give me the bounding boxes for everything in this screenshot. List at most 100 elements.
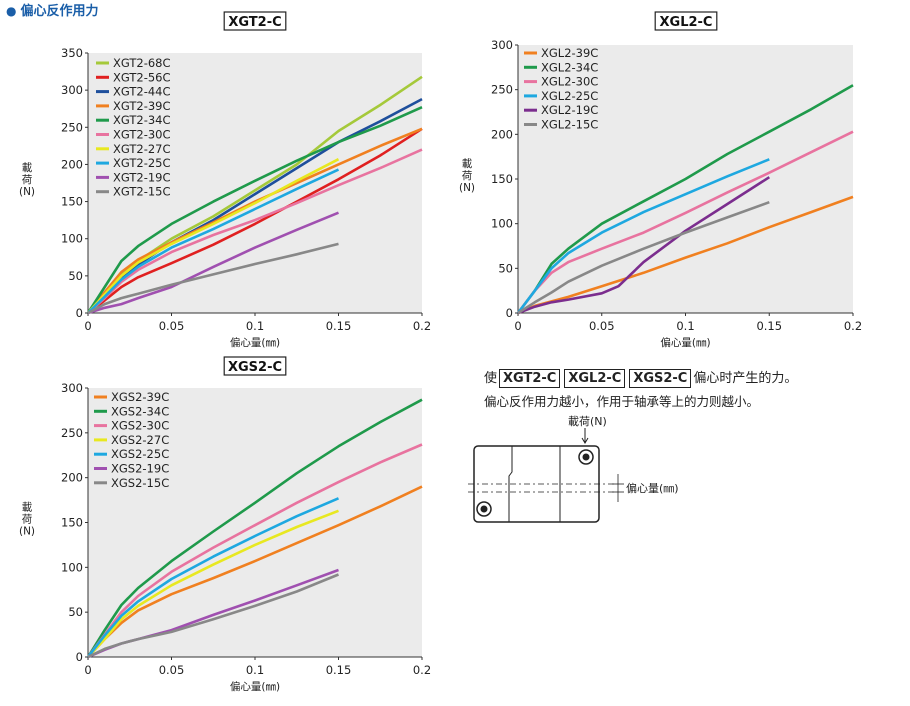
series-line-xgt2-27c bbox=[87, 158, 340, 314]
chart-title: XGS2-C bbox=[228, 360, 282, 375]
y-tick-label: 150 bbox=[491, 172, 513, 186]
x-tick-label: 0.05 bbox=[159, 663, 185, 677]
y-tick-label: 200 bbox=[61, 157, 83, 171]
legend-label: XGT2-15C bbox=[113, 185, 171, 199]
y-tick-label: 250 bbox=[61, 120, 83, 134]
y-tick-label: 200 bbox=[61, 471, 83, 485]
legend-label: XGT2-44C bbox=[113, 85, 171, 99]
y-tick-label: 300 bbox=[491, 38, 513, 52]
series-line-xgl2-15c bbox=[517, 200, 770, 315]
x-tick-label: 0.15 bbox=[326, 663, 352, 677]
series-line-xgs2-30c bbox=[86, 443, 423, 658]
legend-label: XGL2-30C bbox=[541, 75, 598, 89]
chart-1: XGL2-C 0 50 100 150 200 250 300 0 0.05 0.1 0.15 0.2 偏… bbox=[459, 11, 862, 349]
note-prefix: 使 bbox=[484, 371, 498, 386]
legend-label: XGS2-34C bbox=[111, 404, 169, 418]
note-suffix: 偏心时产生的力。 bbox=[693, 371, 798, 386]
plot-area bbox=[88, 388, 422, 657]
model-tag-xgt2: XGT2-C bbox=[499, 369, 561, 388]
lower-bolt-inner bbox=[480, 505, 488, 513]
x-axis-label: 偏心量(㎜) bbox=[660, 336, 710, 349]
model-tag-xgl2: XGL2-C bbox=[564, 369, 626, 388]
y-tick-label: 300 bbox=[61, 381, 83, 395]
x-tick-label: 0.2 bbox=[413, 319, 431, 333]
x-tick-label: 0.05 bbox=[159, 319, 185, 333]
legend-label: XGT2-39C bbox=[113, 99, 171, 113]
legend-label: XGS2-30C bbox=[111, 419, 169, 433]
y-axis-label: (N) bbox=[19, 186, 35, 198]
legend-label: XGT2-30C bbox=[113, 128, 171, 142]
section-header: ● 偏心反作用力 bbox=[6, 0, 99, 19]
eccentric-load-diagram: 載荷(N) 偏心量(㎜) bbox=[468, 415, 679, 523]
plot-area bbox=[88, 53, 422, 313]
y-tick-label: 200 bbox=[491, 127, 513, 141]
model-tag-xgs2: XGS2-C bbox=[629, 369, 692, 388]
x-tick-label: 0 bbox=[514, 319, 521, 333]
series-line-xgs2-34c bbox=[86, 398, 423, 658]
y-axis-label: (N) bbox=[459, 182, 475, 194]
series-line-xgt2-34c bbox=[86, 106, 423, 314]
y-tick-label: 150 bbox=[61, 516, 83, 530]
legend-label: XGL2-19C bbox=[541, 103, 598, 117]
y-tick-label: 150 bbox=[61, 195, 83, 209]
legend-label: XGL2-39C bbox=[541, 46, 598, 60]
x-axis-label: 偏心量(㎜) bbox=[230, 336, 280, 349]
legend-label: XGT2-19C bbox=[113, 170, 171, 184]
series-line-xgs2-39c bbox=[87, 485, 423, 658]
note-line-2: 偏心反作用力越小，作用于轴承等上的力则越小。 bbox=[484, 394, 760, 409]
diagram-load-label: 載荷(N) bbox=[568, 415, 607, 428]
x-tick-label: 0.2 bbox=[844, 319, 862, 333]
y-tick-label: 100 bbox=[491, 217, 513, 231]
y-axis-label: 載 bbox=[462, 158, 473, 170]
series-line-xgt2-25c bbox=[87, 168, 340, 314]
x-tick-label: 0.1 bbox=[246, 663, 264, 677]
y-tick-label: 0 bbox=[506, 306, 513, 320]
y-axis-label: 載 bbox=[22, 162, 33, 174]
legend-label: XGT2-34C bbox=[113, 113, 171, 127]
y-axis-label: 荷 bbox=[462, 170, 473, 182]
legend-label: XGL2-15C bbox=[541, 118, 598, 132]
legend-label: XGT2-25C bbox=[113, 156, 171, 170]
chart-title-box bbox=[654, 11, 718, 31]
y-tick-label: 100 bbox=[61, 232, 83, 246]
y-tick-label: 350 bbox=[61, 46, 83, 60]
legend-label: XGS2-25C bbox=[111, 447, 169, 461]
y-tick-label: 100 bbox=[61, 560, 83, 574]
x-tick-label: 0.15 bbox=[326, 319, 352, 333]
y-tick-label: 0 bbox=[76, 306, 83, 320]
legend-label: XGT2-56C bbox=[113, 70, 171, 84]
y-tick-label: 50 bbox=[68, 605, 83, 619]
x-tick-label: 0 bbox=[84, 319, 91, 333]
y-tick-label: 0 bbox=[76, 650, 83, 664]
series-line-xgs2-27c bbox=[87, 509, 339, 658]
diagram-offset-label: 偏心量(㎜) bbox=[626, 481, 679, 495]
x-tick-label: 0 bbox=[84, 663, 91, 677]
section-title: 偏心反作用力 bbox=[20, 4, 99, 19]
y-tick-label: 250 bbox=[491, 83, 513, 97]
bullet-icon: ● bbox=[6, 4, 17, 18]
series-line-xgt2-15c bbox=[87, 242, 339, 315]
chart-title: XGT2-C bbox=[228, 15, 281, 30]
x-tick-label: 0.05 bbox=[589, 319, 615, 333]
y-axis-label: 荷 bbox=[22, 174, 33, 186]
note-line-1: 使 XGT2-C XGL2-C XGS2-C 偏心时产生的力。 bbox=[484, 367, 797, 388]
legend-label: XGL2-25C bbox=[541, 89, 598, 103]
legend-label: XGT2-27C bbox=[113, 142, 171, 156]
y-tick-label: 250 bbox=[61, 426, 83, 440]
y-axis-label: 荷 bbox=[22, 514, 33, 526]
upper-bolt-inner bbox=[582, 453, 590, 461]
y-axis-label: 載 bbox=[22, 502, 33, 514]
series-line-xgl2-30c bbox=[516, 130, 854, 314]
chart-0: XGT2-C 0 50 100 150 200 250 300 350 0 0.05 0.1 0.15 0… bbox=[19, 11, 431, 349]
x-tick-label: 0.1 bbox=[246, 319, 264, 333]
series-line-xgt2-56c bbox=[87, 127, 423, 315]
series-line-xgt2-39c bbox=[86, 127, 423, 314]
x-tick-label: 0.2 bbox=[413, 663, 431, 677]
series-line-xgt2-30c bbox=[87, 148, 423, 314]
series-line-xgl2-25c bbox=[516, 158, 770, 314]
chart-title-box bbox=[223, 356, 287, 376]
chart-title: XGL2-C bbox=[660, 15, 713, 30]
y-tick-label: 50 bbox=[498, 261, 513, 275]
series-line-xgl2-34c bbox=[516, 84, 854, 314]
x-tick-label: 0.15 bbox=[756, 319, 782, 333]
